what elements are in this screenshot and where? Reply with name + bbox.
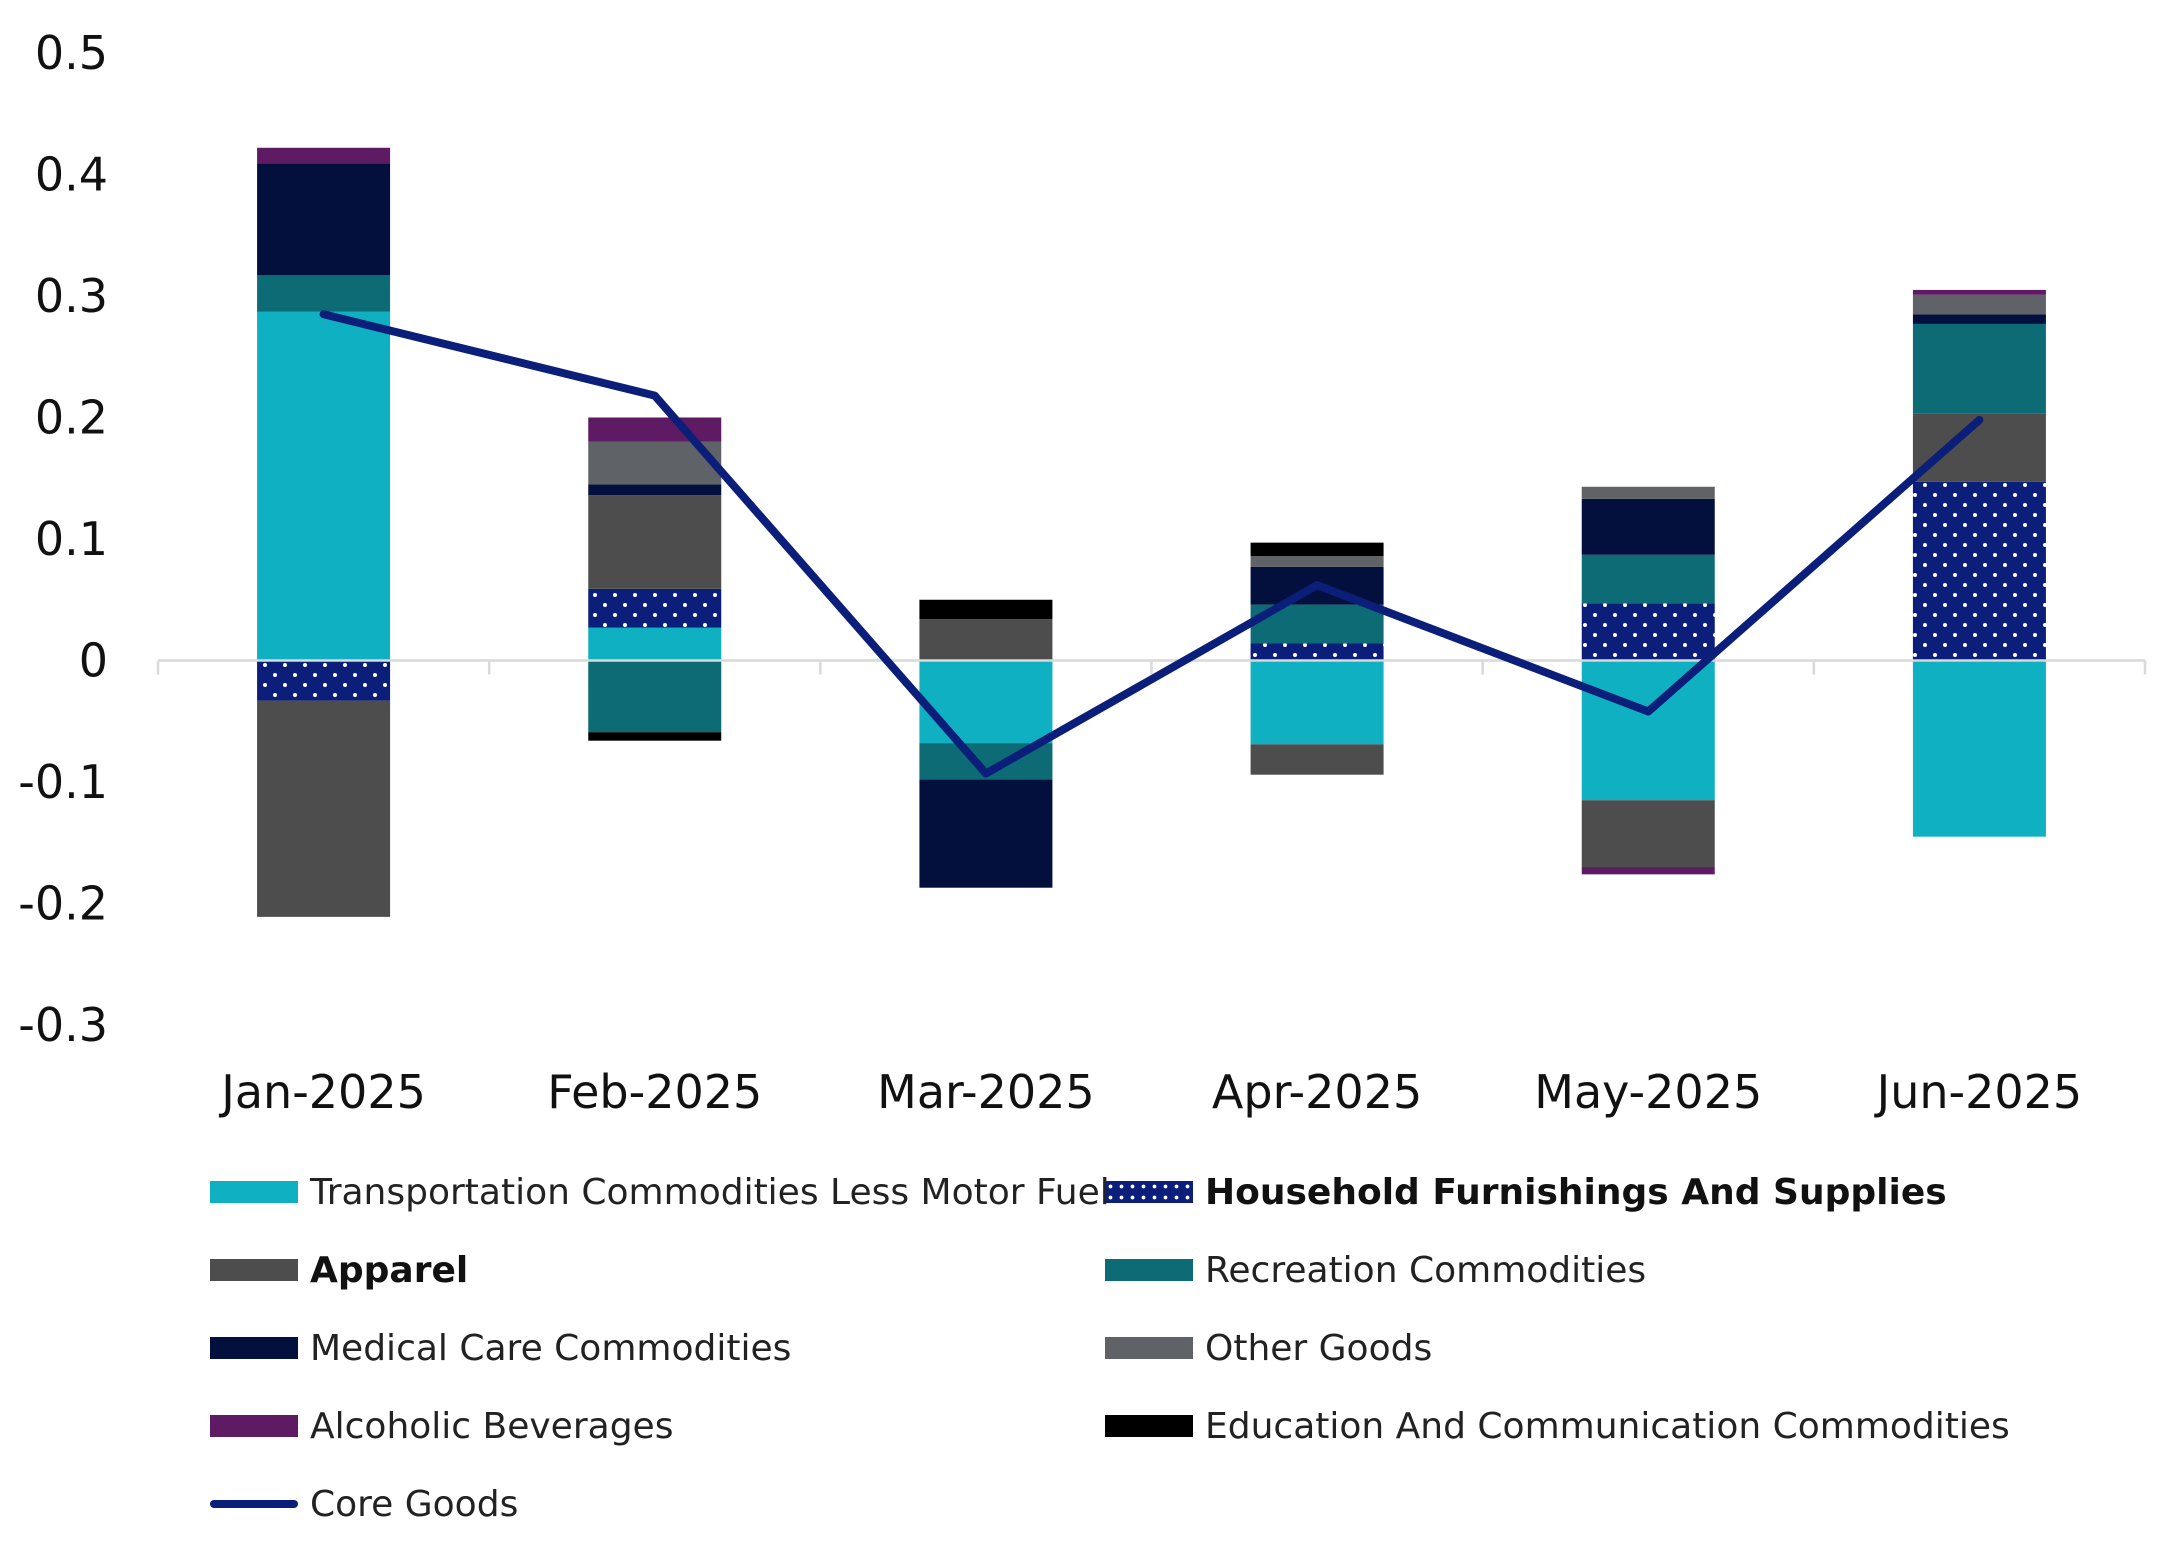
- bar-segment-medical-care-commodities: [588, 484, 722, 496]
- y-tick-label: 0.4: [35, 148, 108, 202]
- y-tick-label: -0.3: [18, 998, 108, 1052]
- bar-segment-transportation-commodities-less-motor-fuel: [257, 311, 391, 661]
- legend-item-education-and-communication-commodities: Education And Communication Commodities: [1105, 1396, 2010, 1456]
- legend-item-apparel: Apparel: [210, 1240, 468, 1300]
- y-tick-label: 0: [79, 634, 108, 688]
- bar-segment-recreation-commodities: [1581, 554, 1715, 604]
- legend-swatch: [1105, 1181, 1193, 1203]
- legend-item-recreation-commodities: Recreation Commodities: [1105, 1240, 1646, 1300]
- legend-item-alcoholic-beverages: Alcoholic Beverages: [210, 1396, 673, 1456]
- bar-segment-medical-care-commodities: [257, 163, 391, 276]
- y-tick-label: -0.2: [18, 877, 108, 931]
- legend-swatch: [1105, 1259, 1193, 1281]
- legend-item-medical-care-commodities: Medical Care Commodities: [210, 1318, 791, 1378]
- legend-item-household-furnishings-and-supplies: Household Furnishings And Supplies: [1105, 1162, 1947, 1222]
- bar-segment-transportation-commodities-less-motor-fuel: [1581, 660, 1715, 801]
- bar-segment-apparel: [1250, 744, 1384, 775]
- bar-segment-household-furnishings-and-supplies: [588, 588, 722, 628]
- legend-label: Recreation Commodities: [1205, 1249, 1647, 1291]
- bar-segment-medical-care-commodities: [919, 779, 1053, 888]
- legend-swatch: [210, 1259, 298, 1281]
- bar-segment-medical-care-commodities: [1581, 498, 1715, 555]
- x-tick-label: Jan-2025: [218, 1065, 426, 1119]
- legend-label: Transportation Commodities Less Motor Fu…: [310, 1171, 1110, 1213]
- bar-segment-apparel: [588, 495, 722, 589]
- bar-segment-education-and-communication-commodities: [588, 732, 722, 741]
- legend-label: Other Goods: [1205, 1327, 1433, 1369]
- bar-segment-alcoholic-beverages: [1581, 867, 1715, 875]
- legend-item-transportation-commodities-less-motor-fuel: Transportation Commodities Less Motor Fu…: [210, 1162, 1110, 1222]
- bar-segment-other-goods: [1250, 556, 1384, 567]
- legend-item-core-goods: Core Goods: [210, 1474, 518, 1534]
- legend-line-swatch: [210, 1500, 298, 1508]
- bar-segment-transportation-commodities-less-motor-fuel: [1912, 660, 2046, 837]
- legend-item-other-goods: Other Goods: [1105, 1318, 1432, 1378]
- legend-label: Education And Communication Commodities: [1205, 1405, 2010, 1447]
- bar-segment-household-furnishings-and-supplies: [1581, 603, 1715, 661]
- bar-segment-apparel: [1581, 800, 1715, 868]
- y-tick-label: -0.1: [18, 755, 108, 809]
- bar-segment-apparel: [919, 619, 1053, 661]
- bar-segment-transportation-commodities-less-motor-fuel: [588, 627, 722, 661]
- y-tick-label: 0.3: [35, 269, 108, 323]
- bar-segment-education-and-communication-commodities: [919, 599, 1053, 620]
- x-axis: [156, 659, 2147, 675]
- bar-segment-other-goods: [1912, 294, 2046, 315]
- bar-segment-other-goods: [1581, 486, 1715, 499]
- legend-label: Core Goods: [310, 1483, 519, 1525]
- bar-segment-apparel: [257, 700, 391, 917]
- bar-stacks: [257, 147, 2046, 917]
- bar-segment-alcoholic-beverages: [588, 417, 722, 442]
- x-tick-label: May-2025: [1534, 1065, 1762, 1119]
- legend-swatch: [210, 1337, 298, 1359]
- x-axis-labels: Jan-2025 Feb-2025 Mar-2025 Apr-2025 May-2025…: [218, 1065, 2082, 1119]
- legend-swatch: [210, 1181, 298, 1203]
- y-tick-label: 0.2: [35, 391, 108, 445]
- y-tick-label: 0.5: [35, 26, 108, 80]
- legend: Transportation Commodities Less Motor Fu…: [210, 1162, 2110, 1542]
- bar-segment-education-and-communication-commodities: [1250, 542, 1384, 557]
- line-series-core-goods: [319, 310, 1984, 778]
- bar-segment-household-furnishings-and-supplies: [1912, 481, 2046, 661]
- x-tick-label: Jun-2025: [1874, 1065, 2083, 1119]
- y-tick-label: 0.1: [35, 512, 108, 566]
- legend-label: Alcoholic Beverages: [310, 1405, 674, 1447]
- bar-segment-household-furnishings-and-supplies: [1250, 643, 1384, 661]
- bar-segment-medical-care-commodities: [1912, 314, 2046, 324]
- legend-label: Household Furnishings And Supplies: [1205, 1171, 1947, 1213]
- legend-swatch: [210, 1415, 298, 1437]
- bar-segment-recreation-commodities: [257, 275, 391, 312]
- bar-segment-alcoholic-beverages: [1912, 289, 2046, 295]
- bar-segment-recreation-commodities: [588, 660, 722, 733]
- x-tick-label: Apr-2025: [1212, 1065, 1422, 1119]
- legend-swatch: [1105, 1415, 1193, 1437]
- y-axis: 0.5 0.4 0.3 0.2 0.1 0 -0.1 -0.2 -0.3: [18, 26, 108, 1052]
- bar-segment-recreation-commodities: [1912, 323, 2046, 414]
- bar-segment-transportation-commodities-less-motor-fuel: [919, 660, 1053, 744]
- bar-segment-alcoholic-beverages: [257, 147, 391, 164]
- legend-swatch: [1105, 1337, 1193, 1359]
- bar-segment-household-furnishings-and-supplies: [257, 660, 391, 701]
- legend-label: Apparel: [310, 1249, 469, 1291]
- x-tick-label: Feb-2025: [547, 1065, 762, 1119]
- x-tick-label: Mar-2025: [877, 1065, 1095, 1119]
- bar-segment-transportation-commodities-less-motor-fuel: [1250, 660, 1384, 745]
- core-goods-line: [319, 310, 1984, 778]
- legend-label: Medical Care Commodities: [310, 1327, 792, 1369]
